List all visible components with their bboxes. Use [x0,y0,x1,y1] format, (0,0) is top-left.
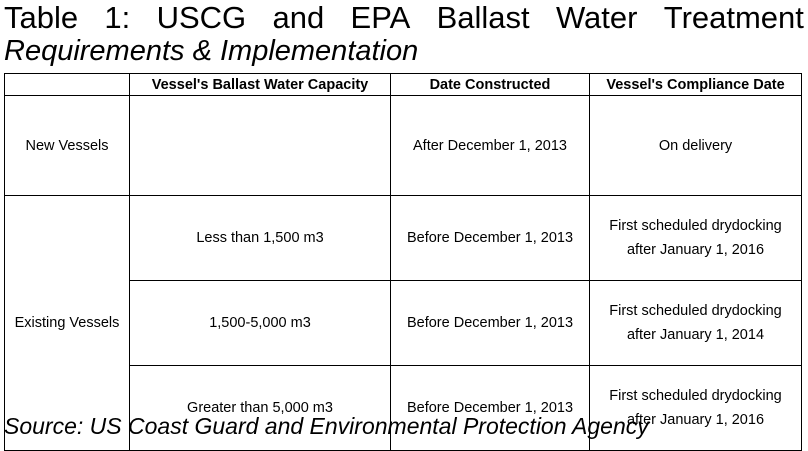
capacity-cell [129,95,391,196]
compliance-line: after January 1, 2014 [626,327,765,343]
date-constructed-cell: Before December 1, 2013 [390,365,590,451]
capacity-cell: Greater than 5,000 m3 [129,365,391,451]
table-title-line2: Requirements & Implementation [4,35,419,67]
title-word: Table [4,0,79,35]
title-word: Water [555,0,638,35]
capacity-cell: Less than 1,500 m3 [129,195,391,281]
ballast-water-table: Vessel's Ballast Water Capacity Date Con… [4,73,802,451]
header-capacity: Vessel's Ballast Water Capacity [129,73,391,96]
compliance-cell: First scheduled drydocking after January… [589,280,802,366]
source-note: Source: US Coast Guard and Environmental… [4,413,649,439]
title-word: Treatment [663,0,804,35]
date-constructed-cell: Before December 1, 2013 [390,195,590,281]
compliance-line: after January 1, 2016 [626,242,765,258]
header-cell-empty [4,73,130,96]
header-compliance-date: Vessel's Compliance Date [589,73,802,96]
vessel-type-cell: New Vessels [4,95,130,196]
title-word: and [272,0,325,35]
compliance-line: First scheduled drydocking [609,218,782,234]
table-row: Existing Vessels Less than 1,500 m3 Befo… [4,195,802,451]
compliance-line: after January 1, 2016 [626,412,765,428]
title-word: 1: [104,0,131,35]
compliance-cell: First scheduled drydocking after January… [589,195,802,281]
compliance-line: First scheduled drydocking [609,388,782,404]
capacity-cell: 1,500-5,000 m3 [129,280,391,366]
table-row: New Vessels After December 1, 2013 On de… [4,95,802,196]
date-constructed-cell: After December 1, 2013 [390,95,590,196]
compliance-cell: First scheduled drydocking after January… [589,365,802,451]
table-row: Greater than 5,000 m3 Before December 1,… [5,365,802,451]
date-constructed-cell: Before December 1, 2013 [390,280,590,366]
vessel-type-cell: Existing Vessels [4,195,130,451]
header-date-constructed: Date Constructed [390,73,590,96]
table-row: 1,500-5,000 m3 Before December 1, 2013 F… [5,280,802,366]
table-title-line1: Table 1: USCG and EPA Ballast Water Trea… [4,0,804,36]
compliance-line: First scheduled drydocking [609,303,782,319]
title-word: USCG [156,0,247,35]
header-row: Vessel's Ballast Water Capacity Date Con… [4,73,802,96]
title-word: EPA [350,0,411,35]
title-word: Ballast [436,0,530,35]
compliance-cell: On delivery [589,95,802,196]
